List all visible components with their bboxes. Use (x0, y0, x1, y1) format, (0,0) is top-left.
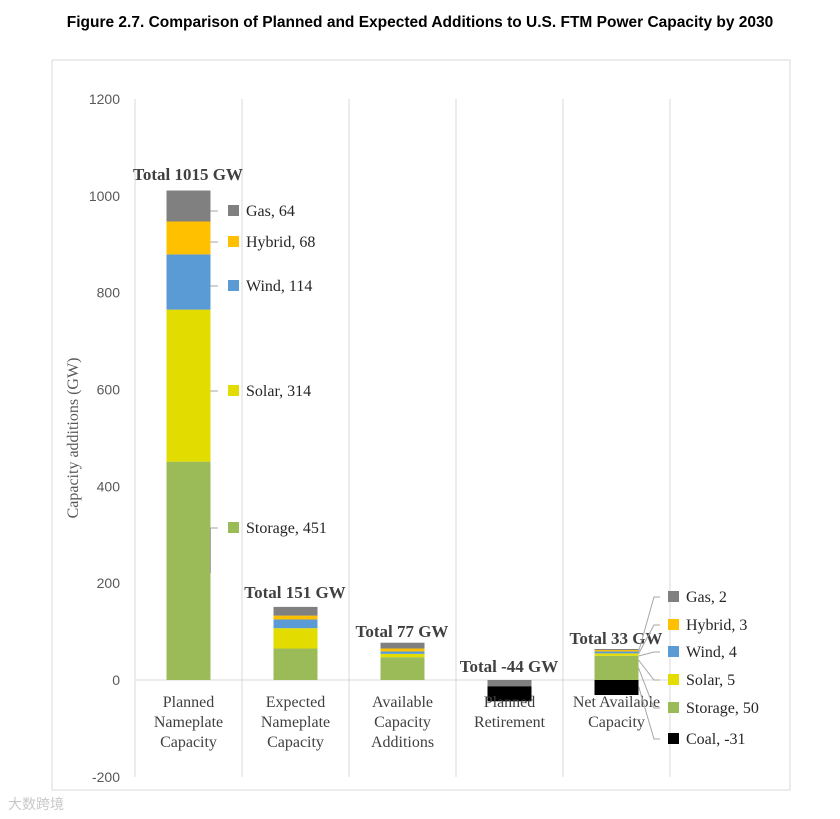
annotation-leader (638, 685, 660, 740)
bar-segment-gas (380, 642, 425, 649)
x-tick-label: Capacity (267, 734, 324, 751)
annotation-leader (638, 667, 660, 709)
annotation-label: Hybrid, 68 (246, 234, 315, 251)
x-tick-label: Capacity (160, 734, 217, 751)
bar-segment-wind (380, 651, 425, 654)
y-tick-label: 800 (97, 285, 121, 301)
annotation-swatch (228, 205, 239, 216)
bar-segment-storage (594, 655, 639, 680)
annotation-label: Wind, 4 (686, 644, 737, 661)
annotation-swatch (668, 619, 679, 630)
annotation-swatch (228, 236, 239, 247)
annotation-swatch (668, 591, 679, 602)
annotation-swatch (668, 646, 679, 657)
bar-segment-coal (594, 680, 639, 696)
annotation-swatch (668, 702, 679, 713)
annotation-label: Storage, 451 (246, 520, 327, 537)
annotation-label: Solar, 5 (686, 672, 735, 689)
x-tick-label: Additions (371, 734, 434, 751)
annotation-leader (638, 651, 660, 657)
x-tick-label: Available (372, 694, 433, 711)
x-tick-label: Retirement (474, 714, 546, 731)
bar-segment-hybrid (594, 649, 639, 652)
total-label: Total 1015 GW (133, 165, 243, 184)
y-tick-label: 0 (112, 672, 120, 688)
bars (166, 190, 639, 702)
bar-segment-storage (380, 657, 425, 680)
grid (134, 99, 671, 777)
annotation-label: Gas, 2 (686, 589, 727, 606)
annotation-swatch (228, 522, 239, 533)
y-tick-label: 400 (97, 478, 121, 494)
annotation-swatch (668, 674, 679, 685)
annotation-label: Coal, -31 (686, 731, 746, 748)
annotation-swatch (228, 280, 239, 291)
x-tick-label: Nameplate (261, 714, 330, 731)
bar-segment-storage (273, 648, 318, 680)
annotation-label: Hybrid, 3 (686, 617, 747, 634)
x-tick-label: Nameplate (154, 714, 223, 731)
bar-segment-hybrid (166, 221, 211, 255)
annotations-left: Gas, 64 Hybrid, 68 Wind, 114 Solar, 314 Stor… (210, 203, 327, 573)
annotation-leader (638, 596, 660, 653)
annotation-label: Storage, 50 (686, 700, 759, 717)
y-tick-label: 200 (97, 575, 121, 591)
total-label: Total -44 GW (460, 657, 559, 676)
bar-segment-gas (166, 190, 211, 222)
bar-segment-hybrid (273, 615, 318, 620)
category-labels: Planned Nameplate Capacity Expected Nameplat… (154, 694, 660, 751)
bar-segment-solar (166, 309, 211, 462)
watermark: 大数跨境 (8, 797, 64, 813)
annotation-label: Wind, 114 (246, 278, 312, 295)
y-axis-ticks: -200 0 200 400 600 800 1000 1200 (89, 91, 120, 785)
bar-segment-solar (594, 653, 639, 656)
annotation-leader (638, 659, 660, 681)
y-tick-label: 1000 (89, 188, 120, 204)
bar-segment-gas (594, 649, 639, 651)
y-tick-label: 1200 (89, 91, 120, 107)
plot-border (51, 59, 791, 791)
x-tick-label: Capacity (588, 714, 645, 731)
y-axis-label: Capacity additions (GW) (65, 358, 82, 519)
bar-segment-solar (273, 628, 318, 649)
annotation-label: Gas, 64 (246, 203, 295, 220)
figure-title: Figure 2.7. Comparison of Planned and Ex… (66, 14, 774, 31)
total-label: Total 151 GW (244, 583, 345, 602)
x-tick-label: Planned (484, 694, 536, 711)
x-tick-label: Planned (163, 694, 215, 711)
bar-segment-solar (380, 653, 425, 658)
bar-segment-wind (273, 619, 318, 629)
annotation-swatch (228, 385, 239, 396)
x-tick-label: Expected (266, 694, 326, 711)
y-tick-label: -200 (92, 769, 120, 785)
bar-segment-storage (166, 461, 211, 680)
bar-segment-gas (273, 606, 318, 616)
annotation-swatch (668, 733, 679, 744)
annotation-label: Solar, 314 (246, 383, 311, 400)
annotation-leader (638, 624, 660, 655)
total-labels: Total 1015 GW Total 151 GW Total 77 GW Tota… (133, 165, 662, 676)
annotation-leader (210, 527, 218, 573)
total-label: Total 77 GW (356, 622, 449, 641)
bar-segment-retirement (487, 680, 532, 687)
x-tick-label: Capacity (374, 714, 431, 731)
y-tick-label: 600 (97, 382, 121, 398)
bar-segment-coal (487, 686, 532, 702)
total-label: Total 33 GW (570, 629, 663, 648)
bar-segment-hybrid (380, 648, 425, 652)
bar-segment-wind (594, 651, 639, 654)
x-tick-label: Net Available (573, 694, 660, 711)
annotations-right: Gas, 2 Hybrid, 3 Wind, 4 Solar, 5 Storage, 5… (638, 589, 759, 748)
bar-segment-wind (166, 254, 211, 310)
